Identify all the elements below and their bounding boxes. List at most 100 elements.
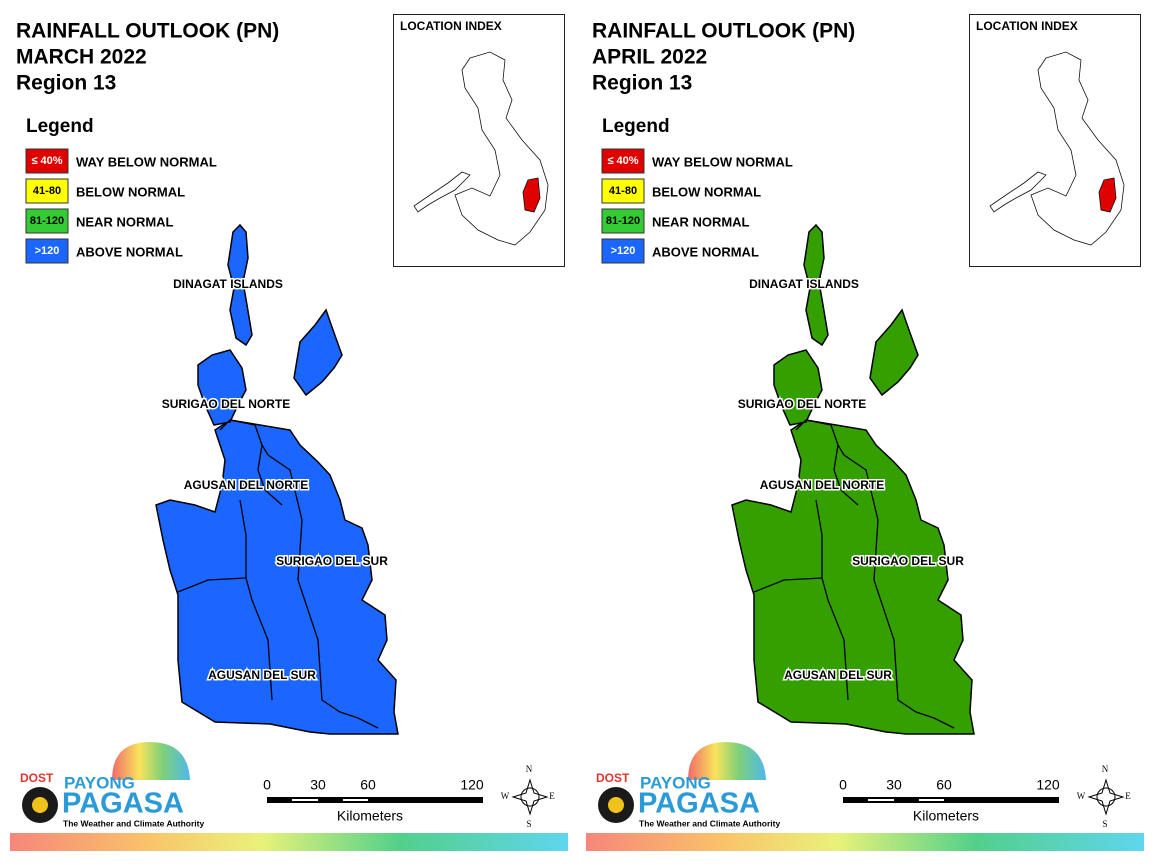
scale-tick-label: 60 <box>936 777 952 793</box>
logo-dost: DOST <box>596 771 630 785</box>
map-title: RAINFALL OUTLOOK (PN) <box>592 20 855 43</box>
panel: RAINFALL OUTLOOK (PN) MARCH 2022 Region 13… <box>10 14 568 851</box>
province-label: DINAGAT ISLANDS <box>173 277 283 291</box>
map-title: RAINFALL OUTLOOK (PN) <box>16 20 279 43</box>
compass-letter: E <box>1125 791 1131 801</box>
legend-swatch <box>601 238 645 264</box>
legend-swatch-label: ≤ 40% <box>607 155 638 167</box>
index-highlight <box>522 177 541 213</box>
panel: RAINFALL OUTLOOK (PN) APRIL 2022 Region 13… <box>586 14 1144 851</box>
compass-letter: W <box>1077 791 1086 801</box>
scale-tick-label: 120 <box>1036 777 1060 793</box>
province-label: DINAGAT ISLANDS <box>749 277 859 291</box>
province-boundary <box>815 499 823 578</box>
compass-rose <box>1087 778 1125 816</box>
scale-gap <box>868 799 894 801</box>
legend-swatch <box>25 238 69 264</box>
region-shape <box>293 308 343 397</box>
legend-swatch-label: 81-120 <box>30 215 64 227</box>
compass-letter: S <box>1102 819 1107 829</box>
scale-gap <box>292 799 318 801</box>
compass-letter: N <box>1102 764 1109 774</box>
index-highlight <box>1098 177 1117 213</box>
legend-label: NEAR NORMAL <box>652 214 750 229</box>
scale-gap <box>919 799 944 801</box>
legend-swatch-label: 41-80 <box>609 185 637 197</box>
province-label: SURIGAO DEL NORTE <box>738 397 866 411</box>
province-boundary <box>753 577 823 593</box>
legend-label: WAY BELOW NORMAL <box>652 154 793 169</box>
compass-letter: N <box>526 764 533 774</box>
compass-ring <box>1096 787 1116 807</box>
logo-tagline: The Weather and Climate Authority <box>63 818 204 828</box>
legend-swatch <box>25 208 69 234</box>
province-label: AGUSAN DEL SUR <box>784 668 892 682</box>
logo-dost: DOST <box>20 771 54 785</box>
logo-seal-core <box>608 797 624 813</box>
scale-tick-label: 60 <box>360 777 376 793</box>
legend-swatch-label: 81-120 <box>606 215 640 227</box>
legend-swatch <box>601 208 645 234</box>
province-boundary <box>239 499 247 578</box>
map-region: Region 13 <box>16 72 116 95</box>
scale-tick-label: 30 <box>310 777 326 793</box>
scale-bar <box>843 797 1059 803</box>
logo-umbrella <box>112 742 190 780</box>
index-island <box>989 171 1047 213</box>
legend-label: ABOVE NORMAL <box>652 244 759 259</box>
scale-unit: Kilometers <box>337 808 403 824</box>
scale-tick-label: 120 <box>460 777 484 793</box>
legend-label: ABOVE NORMAL <box>76 244 183 259</box>
logo-pagasa: PAGASA <box>638 788 760 820</box>
region-shape <box>869 308 919 397</box>
legend-swatch-label: >120 <box>611 245 636 257</box>
legend-swatch-label: ≤ 40% <box>31 155 62 167</box>
province-label: SURIGAO DEL SUR <box>276 554 388 568</box>
region-shape <box>731 419 975 735</box>
province-boundary <box>821 577 849 701</box>
logo-payong: PAYONG <box>64 773 135 792</box>
province-boundary <box>261 444 379 729</box>
legend-swatch-label: 41-80 <box>33 185 61 197</box>
compass-rose <box>511 778 549 816</box>
index-island <box>413 171 471 213</box>
scale-tick-label: 0 <box>263 777 271 793</box>
province-boundary <box>245 577 273 701</box>
map-month: APRIL 2022 <box>592 46 707 69</box>
scale-unit: Kilometers <box>913 808 979 824</box>
region-shape <box>773 349 823 426</box>
logo-payong: PAYONG <box>640 773 711 792</box>
legend-swatch <box>25 148 69 174</box>
logo-umbrella <box>688 742 766 780</box>
province-label: AGUSAN DEL NORTE <box>184 478 308 492</box>
legend-swatch <box>601 178 645 204</box>
region-shape <box>803 223 829 347</box>
logo-seal-core <box>32 797 48 813</box>
compass-letter: E <box>549 791 555 801</box>
logo-tagline: The Weather and Climate Authority <box>639 818 780 828</box>
region-shape <box>155 419 399 735</box>
region-shape <box>227 223 253 347</box>
scale-tick-label: 30 <box>886 777 902 793</box>
legend-label: BELOW NORMAL <box>652 184 761 199</box>
legend-swatch <box>601 148 645 174</box>
scale-tick-label: 0 <box>839 777 847 793</box>
color-strip <box>586 833 1144 851</box>
scale-bar <box>267 797 483 803</box>
logo-pagasa: PAGASA <box>62 788 184 820</box>
region-shape <box>197 349 247 426</box>
scale-gap <box>343 799 368 801</box>
legend-label: WAY BELOW NORMAL <box>76 154 217 169</box>
legend-label: NEAR NORMAL <box>76 214 174 229</box>
legend-title: Legend <box>26 116 94 137</box>
legend-swatch <box>25 178 69 204</box>
color-strip <box>10 833 568 851</box>
province-boundary <box>837 444 955 729</box>
compass-letter: W <box>501 791 510 801</box>
province-boundary <box>177 577 247 593</box>
province-label: AGUSAN DEL SUR <box>208 668 316 682</box>
legend-label: BELOW NORMAL <box>76 184 185 199</box>
province-label: SURIGAO DEL SUR <box>852 554 964 568</box>
compass-letter: S <box>526 819 531 829</box>
